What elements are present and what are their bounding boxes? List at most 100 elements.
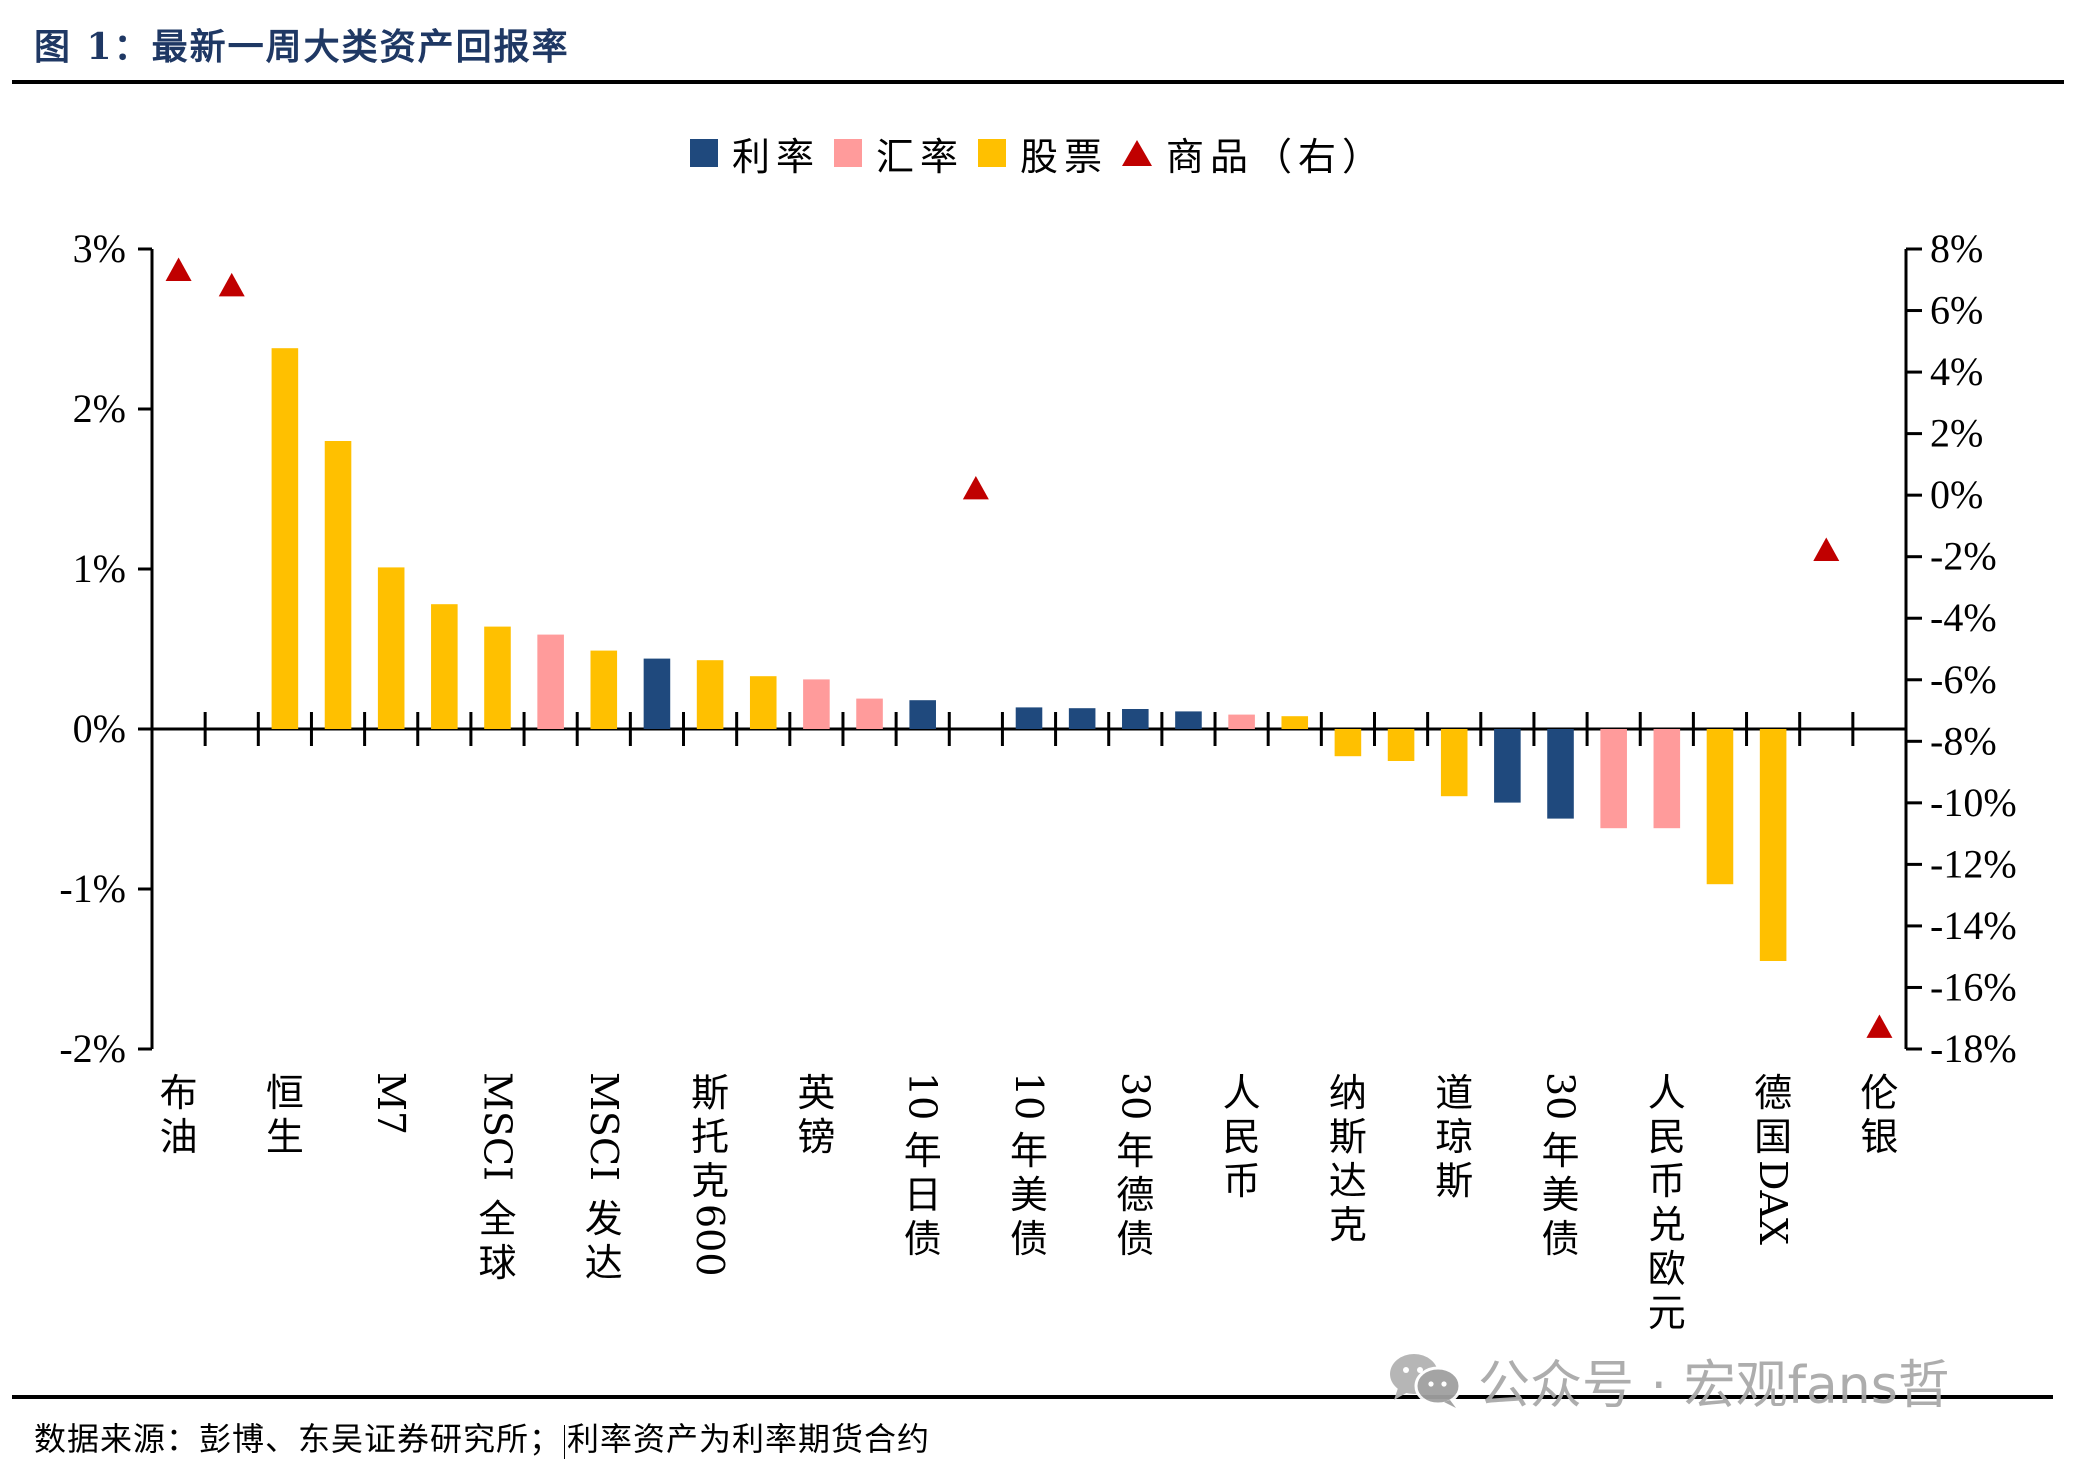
x-category-label: 布油 — [160, 1071, 198, 1159]
x-category-label: 道琼斯 — [1435, 1071, 1473, 1203]
bar — [1387, 729, 1415, 761]
x-category-label-text: 人 — [1223, 1071, 1261, 1115]
bar — [1759, 729, 1787, 961]
x-category-label-text: 国 — [1754, 1115, 1792, 1159]
bar — [856, 698, 883, 729]
x-category-label-text: 生 — [266, 1115, 304, 1159]
x-category-label: 英镑 — [797, 1071, 835, 1159]
x-category-label-text: 币 — [1223, 1159, 1261, 1203]
x-category-label-text: 美 — [1542, 1173, 1580, 1217]
x-category-label-text: 德 — [1754, 1071, 1792, 1115]
x-category-label-text: 欧 — [1648, 1247, 1686, 1291]
right-y-tick-label: -12% — [1930, 841, 2017, 886]
triangle-icon — [1122, 140, 1153, 166]
x-category-label-text: DAX — [1751, 1160, 1795, 1245]
left-y-tick-label: 0% — [73, 706, 126, 751]
legend-label: 利率 — [732, 134, 821, 179]
commodity-marker — [218, 272, 245, 297]
x-category-label-text: 达 — [585, 1241, 623, 1285]
x-category-label: 10 年美债 — [1007, 1072, 1051, 1261]
x-category-label-text: 债 — [904, 1217, 942, 1261]
commodity-marker — [962, 476, 989, 500]
x-category-label-text: 10 — [1007, 1072, 1051, 1120]
x-category-label-text: 10 — [901, 1072, 945, 1120]
x-category-label-text: 债 — [1010, 1217, 1048, 1261]
x-category-label-text: 伦 — [1860, 1071, 1898, 1115]
left-y-tick-label: -2% — [59, 1026, 126, 1071]
bar — [909, 700, 936, 729]
x-category-label-text: 斯 — [691, 1071, 729, 1115]
left-y-tick-label: 3% — [73, 226, 126, 271]
x-category-label-text: 元 — [1648, 1291, 1686, 1335]
legend-item-equity: 股票 — [978, 126, 1108, 181]
x-category-label-text: 达 — [1329, 1159, 1367, 1203]
legend-swatch-rates — [690, 139, 718, 167]
right-y-tick-label: 8% — [1930, 226, 1983, 271]
x-category-label: MSCI 全球 — [475, 1072, 519, 1285]
right-y-tick-label: -10% — [1930, 780, 2017, 825]
x-category-label-text: 年 — [904, 1129, 942, 1173]
legend-label: 商品（右） — [1166, 134, 1387, 179]
bar — [803, 679, 830, 729]
commodity-marker — [1866, 1014, 1893, 1038]
bar — [537, 634, 564, 729]
x-category-label: 30 年德债 — [1113, 1072, 1157, 1261]
bar — [271, 348, 299, 729]
bar — [431, 604, 458, 729]
text-cursor — [564, 1424, 566, 1459]
x-category-label: M7 — [369, 1072, 413, 1135]
bar — [1015, 707, 1043, 729]
x-category-label-text: M7 — [369, 1072, 413, 1135]
x-category-label-text: 英 — [797, 1071, 835, 1115]
right-y-tick-label: 6% — [1930, 288, 1983, 333]
bar — [1440, 729, 1468, 797]
x-category-label-text: 30 — [1113, 1072, 1157, 1120]
x-category-label-text: 琼 — [1435, 1115, 1473, 1159]
x-category-label-text: 债 — [1116, 1217, 1154, 1261]
commodity-marker — [165, 257, 192, 281]
legend-label: 股票 — [1020, 134, 1109, 179]
x-category-label-text: 日 — [904, 1173, 942, 1217]
x-category-label-text: 30 — [1539, 1072, 1583, 1120]
bar — [590, 650, 618, 729]
right-y-tick-label: -6% — [1930, 657, 1997, 702]
x-category-label-text: 600 — [688, 1204, 732, 1277]
bar — [696, 660, 724, 729]
x-category-label-text: 斯 — [1435, 1159, 1473, 1203]
bar — [484, 626, 511, 729]
watermark-text: 公众号 · 宏观fans哲 — [1478, 1355, 1950, 1416]
x-category-label: MSCI 发达 — [582, 1072, 626, 1285]
legend-item-commodity: 商品（右） — [1122, 126, 1386, 181]
x-category-label-text: 斯 — [1329, 1115, 1367, 1159]
x-category-label-text: MSCI — [475, 1072, 519, 1181]
bar — [1334, 729, 1362, 757]
legend-label: 汇率 — [876, 134, 965, 179]
right-y-tick-label: -18% — [1930, 1026, 2017, 1071]
x-category-label-text: MSCI — [582, 1072, 626, 1181]
right-y-tick-label: -2% — [1930, 534, 1997, 579]
left-y-tick-label: 1% — [73, 546, 126, 591]
x-category-label-text: 布 — [160, 1071, 198, 1115]
bar — [1706, 729, 1734, 885]
bar — [749, 676, 777, 729]
bar — [643, 658, 671, 729]
left-y-tick-label: -1% — [59, 866, 126, 911]
commodity-marker — [1813, 537, 1840, 561]
figure-title: 图 1：最新一周大类资产回报率 — [34, 26, 570, 68]
x-category-label-text: 全 — [478, 1197, 516, 1241]
x-category-label-text: 德 — [1116, 1173, 1154, 1217]
x-category-label-text: 年 — [1116, 1129, 1154, 1173]
bar — [377, 567, 405, 729]
x-category-label-text: 债 — [1542, 1217, 1580, 1261]
wechat-icon — [1388, 1350, 1464, 1410]
x-category-label: 30 年美债 — [1539, 1072, 1583, 1261]
x-category-label-text: 恒 — [266, 1071, 304, 1115]
x-category-label-text: 美 — [1010, 1173, 1048, 1217]
x-category-label-text: 年 — [1542, 1129, 1580, 1173]
x-category-label-text: 币 — [1648, 1159, 1686, 1203]
legend-item-fx: 汇率 — [834, 126, 964, 181]
right-y-tick-label: -16% — [1930, 964, 2017, 1009]
